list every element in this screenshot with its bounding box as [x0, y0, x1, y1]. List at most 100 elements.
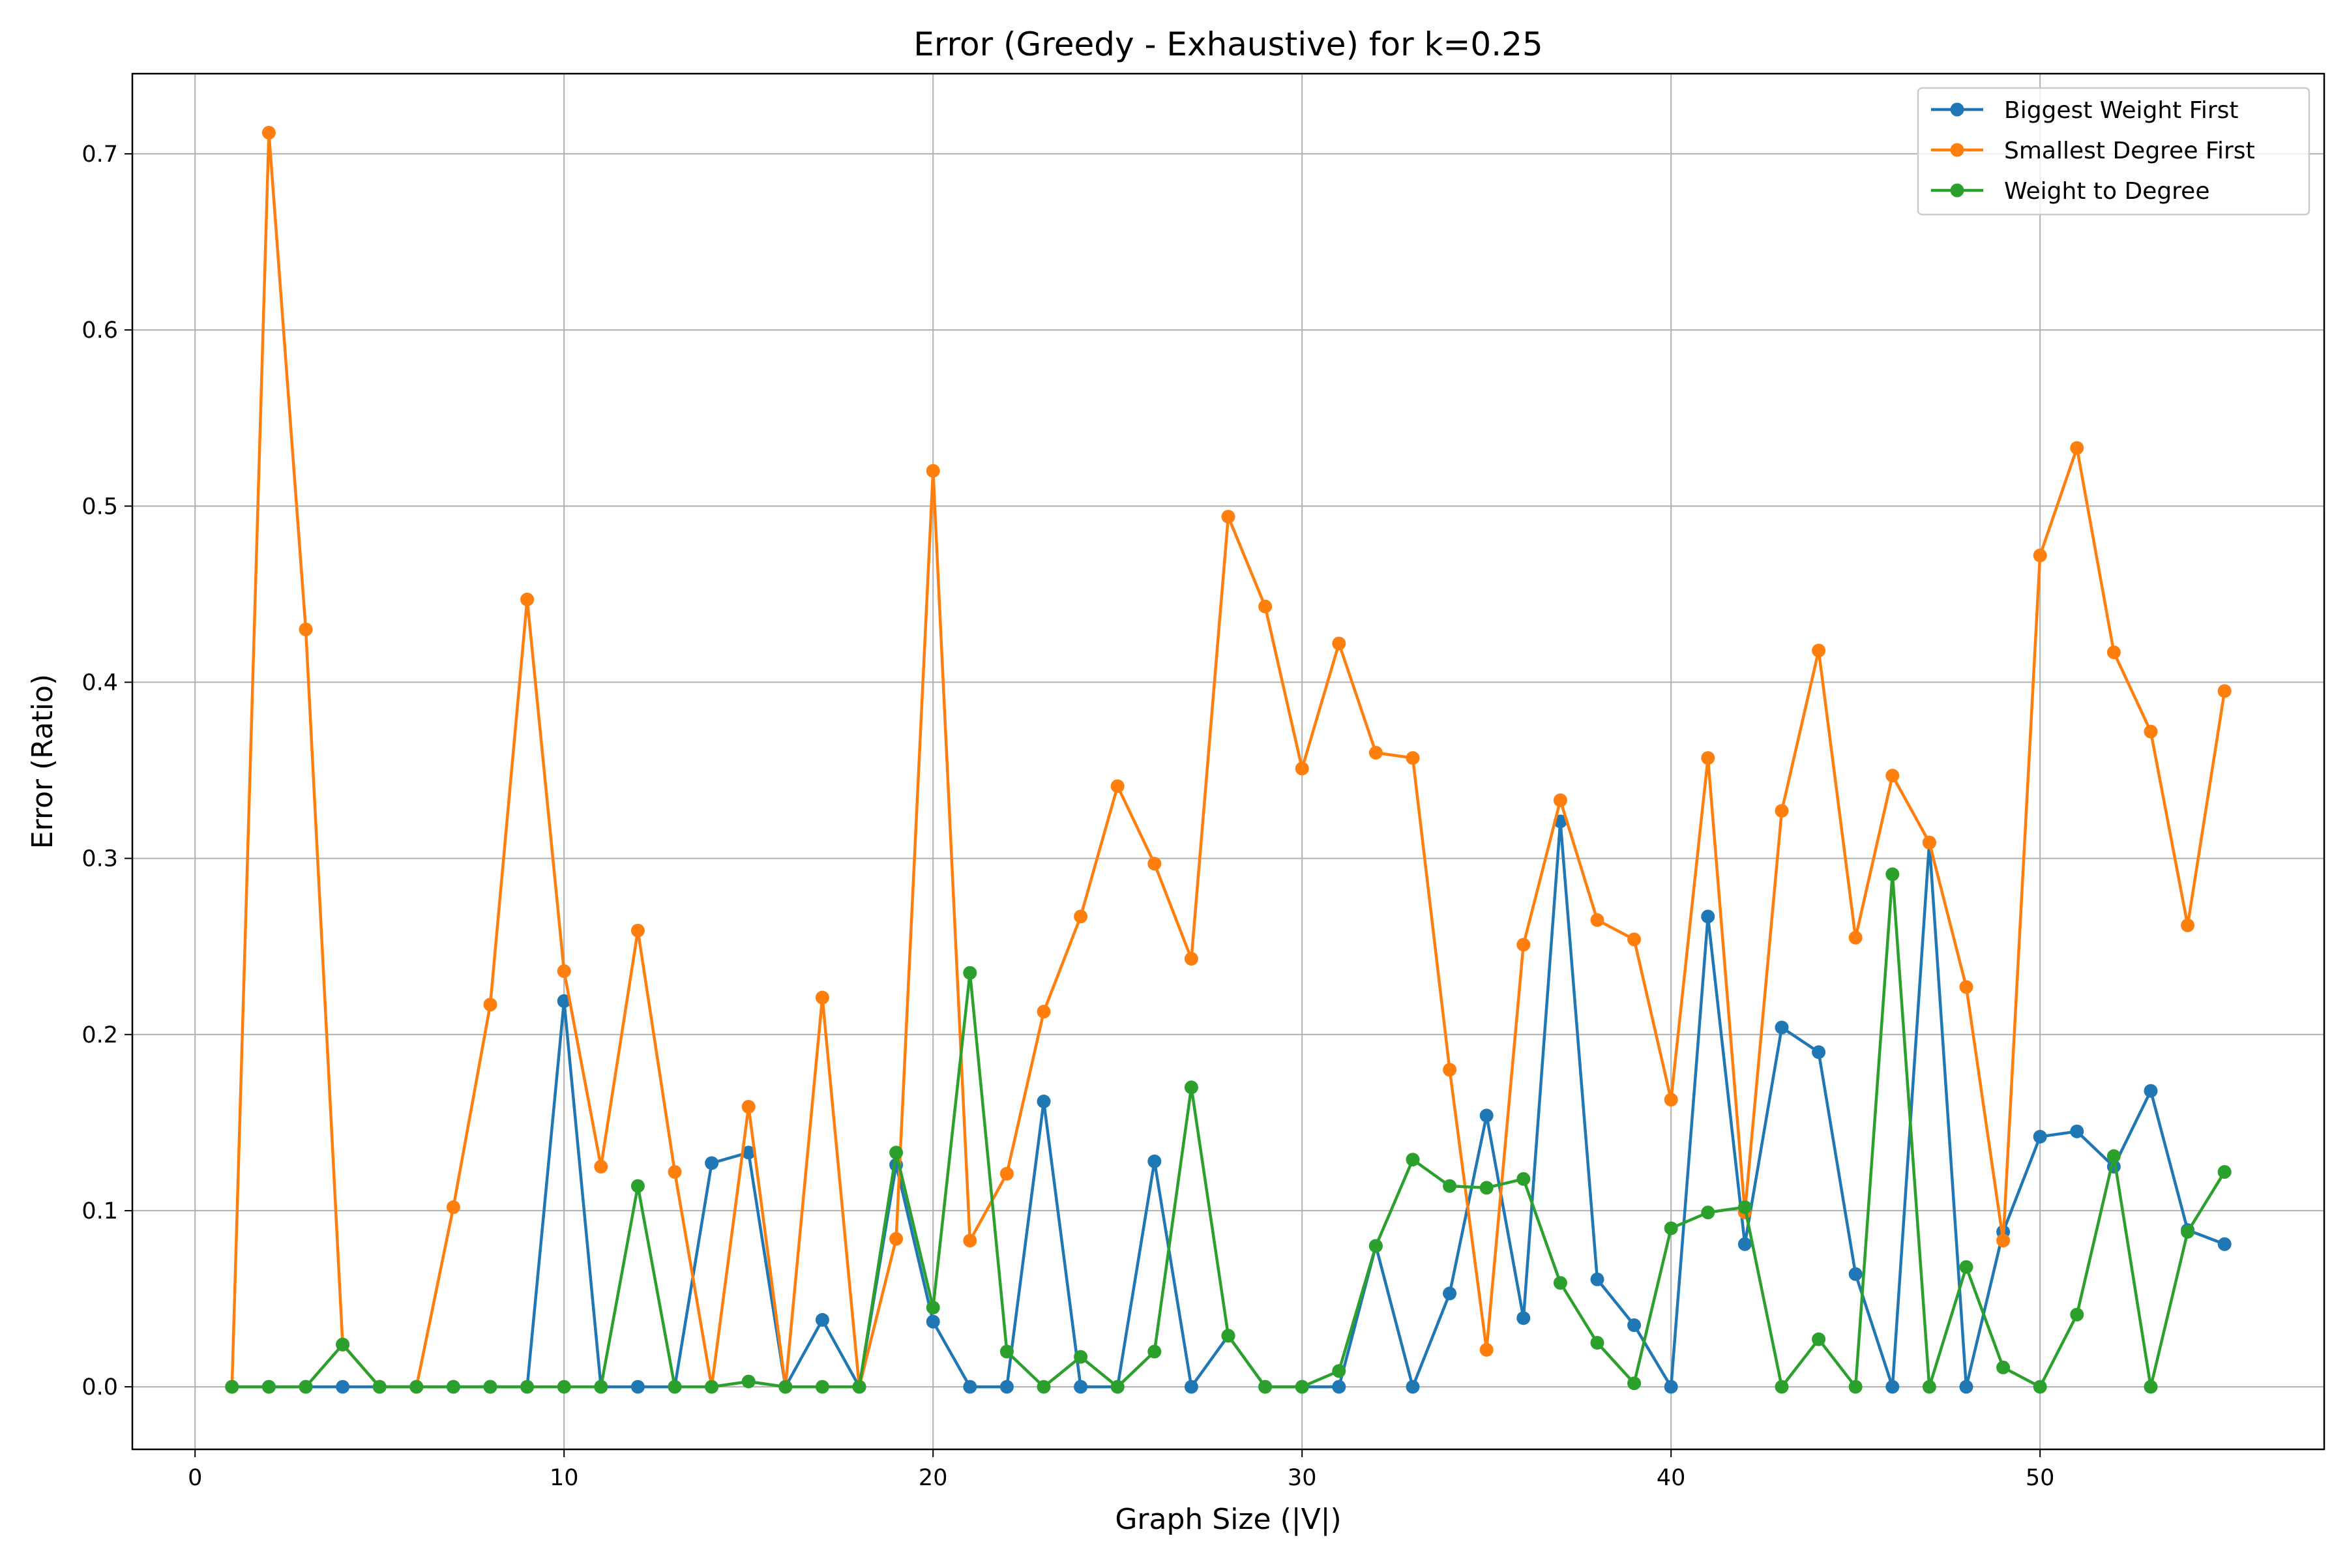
data-point — [2033, 548, 2047, 563]
data-point — [668, 1380, 682, 1394]
data-point — [1074, 910, 1088, 924]
legend-entry: Weight to Degree — [1931, 178, 2209, 205]
data-point — [1406, 751, 1420, 765]
data-point — [1074, 1380, 1088, 1394]
data-point — [1443, 1063, 1457, 1077]
data-point — [1516, 938, 1531, 952]
x-tick-label: 0 — [188, 1465, 202, 1491]
data-point — [999, 1380, 1014, 1394]
data-point — [1812, 1045, 1826, 1059]
data-point — [1147, 1344, 1162, 1359]
data-point — [1479, 1342, 1494, 1357]
data-point — [483, 1380, 497, 1394]
data-point — [1701, 1206, 1715, 1220]
data-point — [446, 1200, 460, 1215]
data-point — [1037, 1005, 1051, 1019]
data-point — [261, 126, 276, 140]
data-point — [446, 1380, 460, 1394]
data-point — [557, 964, 571, 978]
data-point — [1775, 804, 1789, 818]
data-point — [1922, 835, 1936, 850]
y-axis-label: Error (Ratio) — [26, 674, 59, 850]
data-point — [299, 1380, 313, 1394]
legend-marker — [1950, 143, 1964, 157]
data-point — [336, 1337, 350, 1352]
y-tick-label: 0.5 — [81, 494, 118, 520]
data-point — [1406, 1380, 1420, 1394]
data-point — [225, 1380, 239, 1394]
data-point — [261, 1380, 276, 1394]
legend-label: Weight to Degree — [2004, 178, 2209, 205]
data-point — [1443, 1286, 1457, 1301]
x-tick-label: 10 — [550, 1465, 579, 1491]
x-tick-label: 20 — [919, 1465, 948, 1491]
data-point — [1775, 1020, 1789, 1035]
data-point — [741, 1100, 756, 1114]
data-point — [2070, 1124, 2084, 1138]
data-point — [2033, 1129, 2047, 1144]
data-point — [2217, 684, 2232, 698]
data-point — [2070, 1307, 2084, 1322]
data-point — [299, 622, 313, 636]
data-point — [852, 1380, 866, 1394]
data-point — [2144, 724, 2158, 739]
data-point — [1516, 1311, 1531, 1325]
data-point — [1996, 1234, 2011, 1248]
data-point — [1848, 930, 1863, 945]
data-point — [1443, 1179, 1457, 1193]
legend-label: Smallest Degree First — [2004, 138, 2255, 164]
data-point — [1037, 1380, 1051, 1394]
y-tick-label: 0.3 — [81, 846, 118, 872]
data-point — [1664, 1380, 1678, 1394]
data-point — [926, 464, 940, 478]
data-point — [372, 1380, 387, 1394]
data-point — [1775, 1380, 1789, 1394]
data-point — [1590, 1272, 1604, 1286]
data-point — [1184, 952, 1198, 966]
data-point — [2217, 1164, 2232, 1179]
legend-label: Biggest Weight First — [2004, 97, 2239, 124]
data-point — [1110, 779, 1125, 793]
data-point — [1812, 1332, 1826, 1346]
data-point — [2106, 1149, 2121, 1163]
data-point — [741, 1374, 756, 1389]
chart-title: Error (Greedy - Exhaustive) for k=0.25 — [913, 25, 1543, 63]
data-point — [1110, 1380, 1125, 1394]
data-point — [1812, 643, 1826, 658]
data-point — [963, 1234, 977, 1248]
data-point — [2181, 1224, 2195, 1239]
data-point — [1885, 769, 1900, 783]
data-point — [1295, 762, 1309, 776]
data-point — [1922, 1380, 1936, 1394]
data-point — [1258, 599, 1273, 614]
data-point — [1959, 980, 1973, 994]
data-point — [1627, 1376, 1642, 1391]
y-tick-label: 0.6 — [81, 318, 118, 344]
data-point — [963, 966, 977, 980]
data-point — [1959, 1380, 1973, 1394]
data-point — [483, 998, 497, 1012]
y-tick-label: 0.0 — [81, 1374, 118, 1400]
data-point — [630, 1179, 645, 1193]
y-tick-label: 0.4 — [81, 670, 118, 696]
legend-marker — [1950, 102, 1964, 117]
data-point — [1368, 745, 1383, 760]
y-tick-label: 0.2 — [81, 1022, 118, 1048]
data-point — [1553, 1276, 1567, 1290]
data-point — [1590, 913, 1604, 927]
data-point — [1885, 1380, 1900, 1394]
data-point — [815, 1380, 829, 1394]
legend-entry: Smallest Degree First — [1931, 138, 2255, 164]
data-point — [1332, 1364, 1346, 1378]
data-point — [1627, 1318, 1642, 1333]
data-point — [520, 592, 535, 606]
data-point — [1037, 1094, 1051, 1108]
data-point — [630, 1380, 645, 1394]
data-point — [1221, 1329, 1235, 1343]
series-lines — [225, 126, 2232, 1394]
data-point — [336, 1380, 350, 1394]
data-point — [2144, 1084, 2158, 1098]
